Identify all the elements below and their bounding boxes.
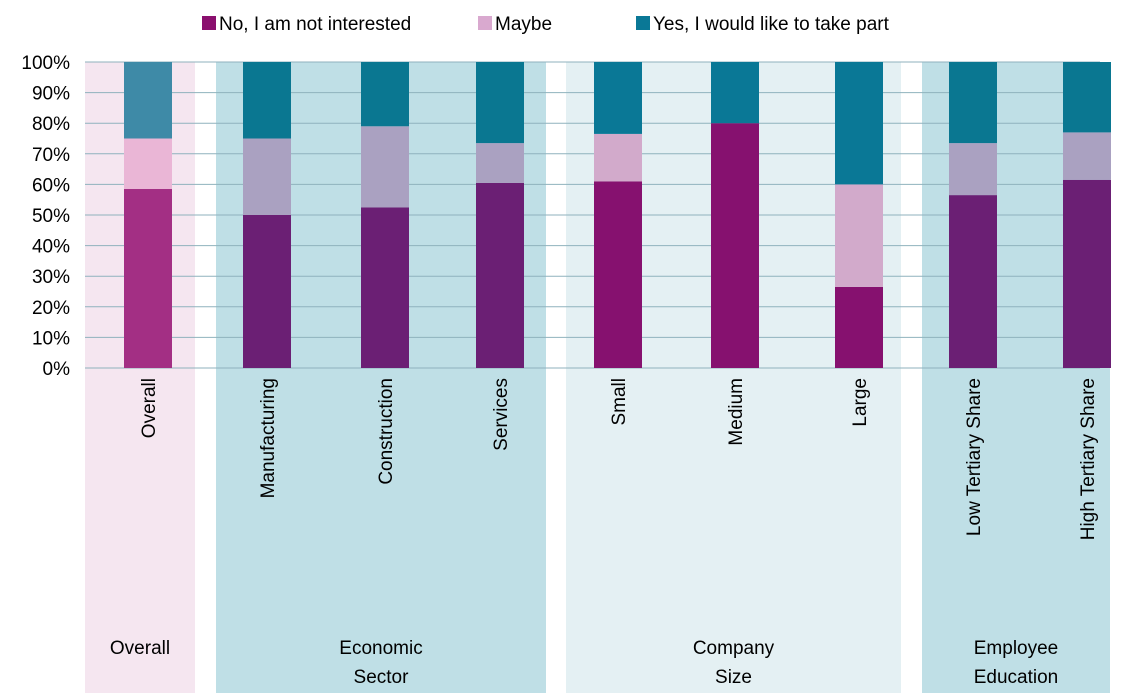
bar-segment-services-yes-i-would-li [476, 62, 524, 144]
bar-segment-construction-no-i-am-not-in [361, 207, 409, 368]
y-tick-label-0: 0% [43, 359, 71, 380]
bar-segment-high-tertiary-share-no-i-am-not-in [1063, 179, 1111, 368]
group-label-company-line1: Company [693, 638, 775, 659]
group-label-overall: Overall [110, 638, 170, 659]
bar-segment-large-yes-i-would-li [835, 62, 883, 185]
legend-label-maybe: Maybe [495, 14, 552, 35]
x-label-high-tertiary-share: High Tertiary Share [1078, 378, 1099, 540]
group-label-economic-line2: Sector [354, 667, 410, 688]
bar-segment-services-maybe [476, 143, 524, 183]
bar-segment-small-no-i-am-not-in [594, 181, 642, 368]
group-label-company-line2: Size [715, 667, 752, 688]
bar-segment-low-tertiary-share-maybe [949, 143, 997, 196]
x-label-services: Services [491, 378, 512, 451]
bar-segment-high-tertiary-share-yes-i-would-li [1063, 62, 1111, 133]
group-label-employee-line2: Education [974, 667, 1059, 688]
x-label-low-tertiary-share: Low Tertiary Share [964, 378, 985, 536]
y-axis: 0% 10% 20% 30% 40% 50% 60% 70% 80% 90% 100% [21, 53, 70, 380]
legend-swatch-yes-i-would-li [636, 16, 650, 30]
y-tick-label-30: 30% [32, 267, 70, 288]
y-tick-label-80: 80% [32, 114, 70, 135]
bar-segment-low-tertiary-share-yes-i-would-li [949, 62, 997, 144]
bar-segment-low-tertiary-share-no-i-am-not-in [949, 195, 997, 368]
bar-segment-construction-maybe [361, 126, 409, 208]
x-label-overall: Overall [139, 378, 160, 438]
x-label-construction: Construction [376, 378, 397, 485]
bar-segment-manufacturing-yes-i-would-li [243, 62, 291, 139]
y-tick-label-60: 60% [32, 175, 70, 196]
bar-segment-medium-no-i-am-not-in [711, 123, 759, 368]
bar-segment-small-maybe [594, 133, 642, 182]
group-label-employee-line1: Employee [974, 638, 1059, 659]
y-tick-label-90: 90% [32, 84, 70, 105]
legend-swatch-no-i-am-not-in [202, 16, 216, 30]
bar-segment-services-no-i-am-not-in [476, 182, 524, 368]
x-label-medium: Medium [726, 378, 747, 446]
bar-segment-medium-yes-i-would-li [711, 62, 759, 124]
legend: No, I am not interested Maybe Yes, I would… [202, 14, 890, 35]
bar-segment-overall-yes-i-would-li [124, 62, 172, 139]
bar-segment-manufacturing-no-i-am-not-in [243, 215, 291, 368]
legend-label-no-i-am-not-in: No, I am not interested [219, 14, 411, 35]
y-tick-label-70: 70% [32, 145, 70, 166]
bar-segment-high-tertiary-share-maybe [1063, 132, 1111, 180]
x-label-large: Large [850, 378, 871, 427]
bar-segment-overall-maybe [124, 138, 172, 189]
y-tick-label-20: 20% [32, 298, 70, 319]
x-label-small: Small [609, 378, 630, 426]
bar-segment-manufacturing-maybe [243, 138, 291, 215]
legend-swatch-maybe [478, 16, 492, 30]
group-label-economic-line1: Economic [339, 638, 422, 659]
legend-label-yes-i-would-li: Yes, I would like to take part [653, 14, 890, 35]
bar-segment-overall-no-i-am-not-in [124, 188, 172, 368]
group-labels: Overall Economic Sector Company Size Employee… [110, 638, 1058, 688]
y-tick-label-10: 10% [32, 328, 70, 349]
y-tick-label-50: 50% [32, 206, 70, 227]
x-axis-category-labels: Overall Manufacturing Construction Services… [139, 378, 1099, 540]
y-tick-label-40: 40% [32, 237, 70, 258]
bar-segment-large-maybe [835, 184, 883, 287]
bar-segment-construction-yes-i-would-li [361, 62, 409, 127]
x-label-manufacturing: Manufacturing [258, 378, 279, 498]
bar-segment-small-yes-i-would-li [594, 62, 642, 134]
bar-segment-large-no-i-am-not-in [835, 286, 883, 368]
bars [124, 62, 1111, 368]
y-tick-label-100: 100% [21, 53, 70, 74]
